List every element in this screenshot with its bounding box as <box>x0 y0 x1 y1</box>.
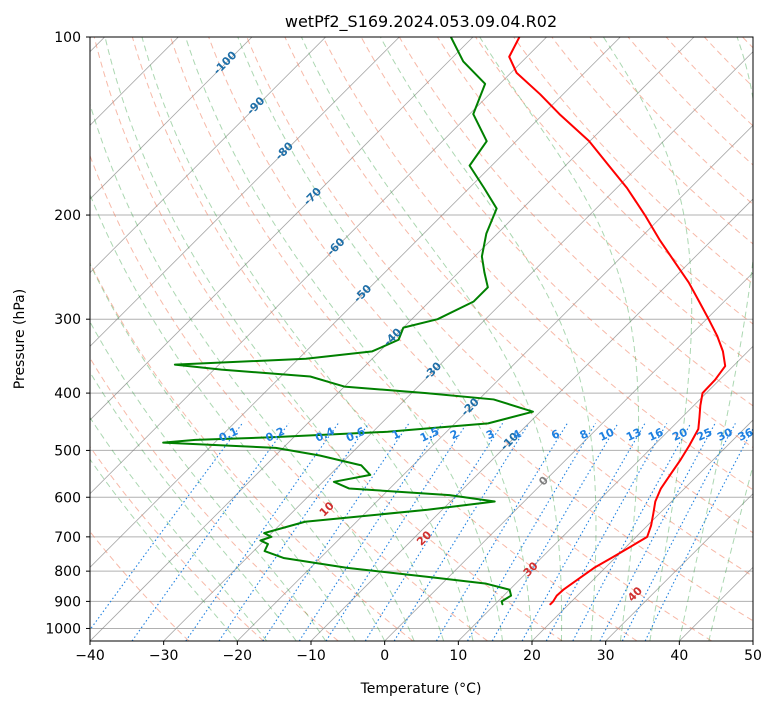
moist-adiabat-line <box>90 102 415 641</box>
dry-adiabat-line <box>90 261 414 641</box>
mixing-ratio-line <box>131 423 290 641</box>
moist-adiabat-line <box>185 37 504 641</box>
moist-adiabat-line <box>141 37 474 641</box>
y-axis-ticks: 100 200 300 400 500 600 700 800 900 1000 <box>45 30 90 637</box>
sounding-series <box>162 37 727 606</box>
x-tick-label: −40 <box>75 648 105 664</box>
moist-adiabat-line <box>300 37 563 641</box>
mixing-ratio-label: 13 <box>624 426 643 444</box>
isotherms <box>90 37 753 641</box>
x-tick-label: −30 <box>149 648 179 664</box>
y-tick-label: 500 <box>54 443 81 459</box>
mixing-ratio-line <box>393 423 530 641</box>
dry-adiabat-line <box>513 37 753 285</box>
isotherm-line <box>90 37 474 421</box>
y-tick-label: 700 <box>54 530 81 546</box>
dry-adiabat-line <box>93 37 563 641</box>
mixing-ratio-line <box>491 423 619 641</box>
y-tick-label: 1000 <box>45 621 81 637</box>
y-tick-label: 300 <box>54 312 81 328</box>
y-tick-label: 800 <box>54 564 81 580</box>
dry-adiabat-line <box>246 37 753 577</box>
mixing-ratio-label: 10 <box>597 425 617 443</box>
dry-adiabat-line <box>90 445 264 641</box>
dry-adiabat-line <box>360 37 753 449</box>
y-axis-label: Pressure (hPa) <box>12 289 28 389</box>
dry-adiabat-line <box>131 37 638 641</box>
y-tick-label: 900 <box>54 594 81 610</box>
isotherm-line <box>90 37 253 200</box>
mixing-ratio-label: 16 <box>646 425 666 443</box>
x-axis-ticks: −40 −30 −20 −10 0 10 20 30 40 50 <box>75 641 762 664</box>
mixing-ratio-line <box>218 423 370 641</box>
moist-adiabat-line <box>90 458 238 641</box>
isotherm-line <box>90 37 326 274</box>
isotherm-line <box>384 272 753 641</box>
mixing-ratio-line <box>521 423 646 641</box>
mixing-ratio-label: 25 <box>695 426 714 444</box>
mixing-ratio-line <box>325 423 468 641</box>
isotherm-line <box>531 419 753 641</box>
x-tick-label: 40 <box>670 648 688 664</box>
moist-adiabat-line <box>708 463 753 641</box>
moist-adiabat-line <box>379 37 597 641</box>
temperature-profile-line <box>508 37 727 606</box>
plot-area: -100-90-80-70-60-50-40-30-20-10010203040… <box>90 37 756 641</box>
x-tick-label: −20 <box>223 648 253 664</box>
dry-adiabat-line <box>398 37 753 407</box>
moist-adiabat-line <box>104 37 445 641</box>
mixing-ratio-line <box>572 423 692 641</box>
x-tick-label: 50 <box>744 648 762 664</box>
mixing-ratio-line <box>364 423 504 641</box>
mixing-ratio-line <box>599 423 716 641</box>
y-tick-label: 400 <box>54 386 81 402</box>
x-axis-label: Temperature (°C) <box>360 681 482 697</box>
y-tick-label: 100 <box>54 30 81 46</box>
dry-adiabat-line <box>322 37 753 491</box>
x-tick-label: 30 <box>597 648 615 664</box>
isotherm-line <box>90 37 695 641</box>
moist-adiabat-line <box>237 37 533 641</box>
isotherm-line <box>90 37 400 347</box>
x-tick-label: 0 <box>380 648 389 664</box>
mixing-ratio-label: 30 <box>715 425 735 443</box>
x-tick-label: −10 <box>296 648 326 664</box>
mixing-ratio-lines <box>90 423 753 641</box>
mixing-ratio-line <box>435 423 568 641</box>
mixing-ratio-line <box>545 423 668 641</box>
isotherm-line <box>90 37 547 495</box>
mixing-ratio-line <box>621 423 736 641</box>
x-tick-label: 10 <box>449 648 467 664</box>
moist-adiabat-line <box>90 371 297 641</box>
moist-adiabat-line <box>90 193 386 641</box>
moist-adiabat-line <box>90 320 327 641</box>
moist-adiabat-line <box>678 37 753 641</box>
mixing-ratio-line <box>185 423 339 641</box>
isotherm-line <box>458 345 753 641</box>
moist-adiabat-line <box>479 37 640 641</box>
moist-adiabat-line <box>602 37 693 641</box>
dry-adiabat-line <box>475 37 753 325</box>
mixing-ratio-label: 36 <box>736 425 756 443</box>
y-tick-label: 600 <box>54 490 81 506</box>
isotherm-line <box>605 493 753 641</box>
dewpoint-profile-line <box>162 37 534 606</box>
dry-adiabat-line <box>627 37 753 166</box>
moist-adiabat-line <box>90 416 268 641</box>
mixing-ratio-label: 20 <box>670 425 690 443</box>
isotherm-line <box>163 51 753 641</box>
moist-adiabats <box>90 37 753 641</box>
chart-title: wetPf2_S169.2024.053.09.04.R02 <box>285 12 557 32</box>
isotherm-line <box>90 37 621 568</box>
dry-adiabats <box>90 37 753 641</box>
moist-adiabat-line <box>90 262 356 641</box>
plot-frame <box>89 36 754 642</box>
y-tick-label: 200 <box>54 208 81 224</box>
mixing-ratio-line <box>644 427 753 641</box>
mixing-ratio-line <box>467 423 596 641</box>
isotherm-line <box>237 124 753 641</box>
x-tick-label: 20 <box>523 648 541 664</box>
